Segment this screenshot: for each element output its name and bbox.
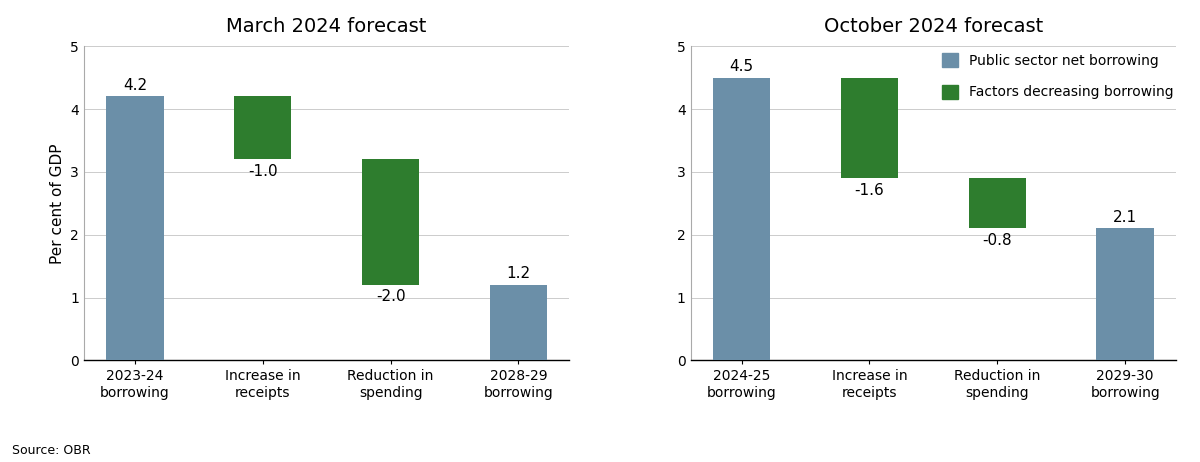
Bar [841,78,898,178]
Text: 1.2: 1.2 [506,266,530,281]
Title: October 2024 forecast: October 2024 forecast [823,17,1043,36]
Y-axis label: Per cent of GDP: Per cent of GDP [49,143,65,263]
Bar [106,97,163,360]
Text: -0.8: -0.8 [983,233,1012,248]
Text: -2.0: -2.0 [376,289,406,304]
Legend: Public sector net borrowing, Factors decreasing borrowing: Public sector net borrowing, Factors dec… [942,53,1174,99]
Text: 4.2: 4.2 [122,78,146,93]
Bar [362,159,419,285]
Text: -1.6: -1.6 [854,182,884,198]
Text: -1.0: -1.0 [248,164,277,179]
Bar [490,285,547,360]
Text: Source: OBR: Source: OBR [12,444,91,457]
Bar [713,78,770,360]
Bar [234,97,292,159]
Bar [1097,228,1154,360]
Title: March 2024 forecast: March 2024 forecast [227,17,427,36]
Text: 2.1: 2.1 [1114,210,1138,225]
Bar [968,178,1026,228]
Text: 4.5: 4.5 [730,59,754,74]
